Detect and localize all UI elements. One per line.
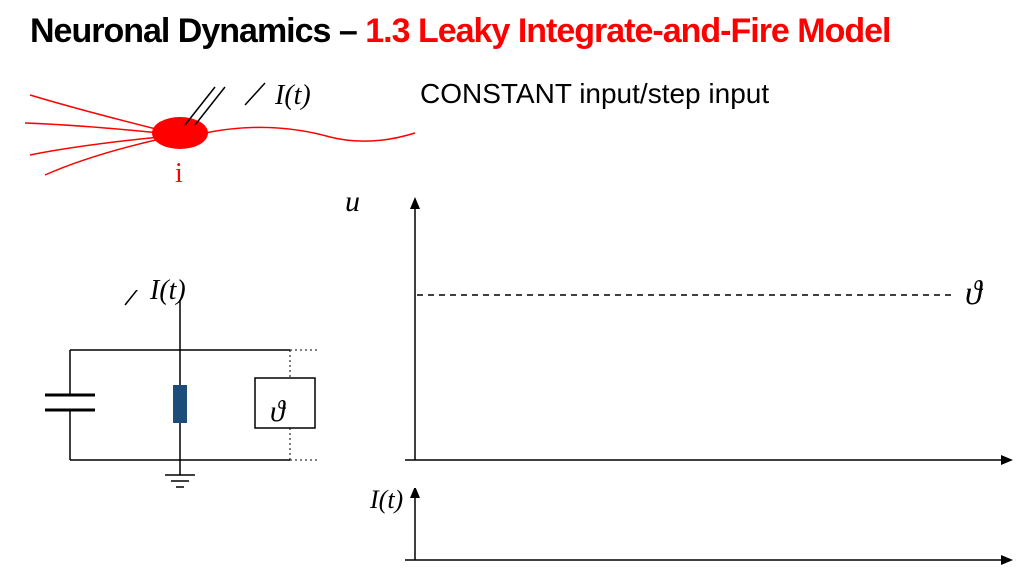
circuit-diagram [40, 290, 340, 500]
subtitle: CONSTANT input/step input [420, 78, 769, 110]
neuron-input-label: I(t) [275, 80, 311, 112]
neuron-diagram [20, 75, 420, 195]
input-graph [405, 488, 1015, 568]
title-section: 1.3 Leaky Integrate-and-Fire Model [365, 12, 890, 50]
voltage-graph [405, 195, 1015, 470]
input-y-label: I(t) [370, 485, 403, 515]
circuit-input-label: I(t) [150, 275, 186, 307]
slide-title: Neuronal Dynamics – 1.3 Leaky Integrate-… [30, 12, 891, 51]
title-prefix: Neuronal Dynamics – [30, 12, 365, 50]
neuron-soma-label: i [175, 158, 183, 190]
voltage-y-label: u [345, 185, 360, 219]
voltage-threshold-symbol: ϑ [965, 275, 982, 313]
circuit-threshold-symbol: ϑ [270, 395, 285, 429]
